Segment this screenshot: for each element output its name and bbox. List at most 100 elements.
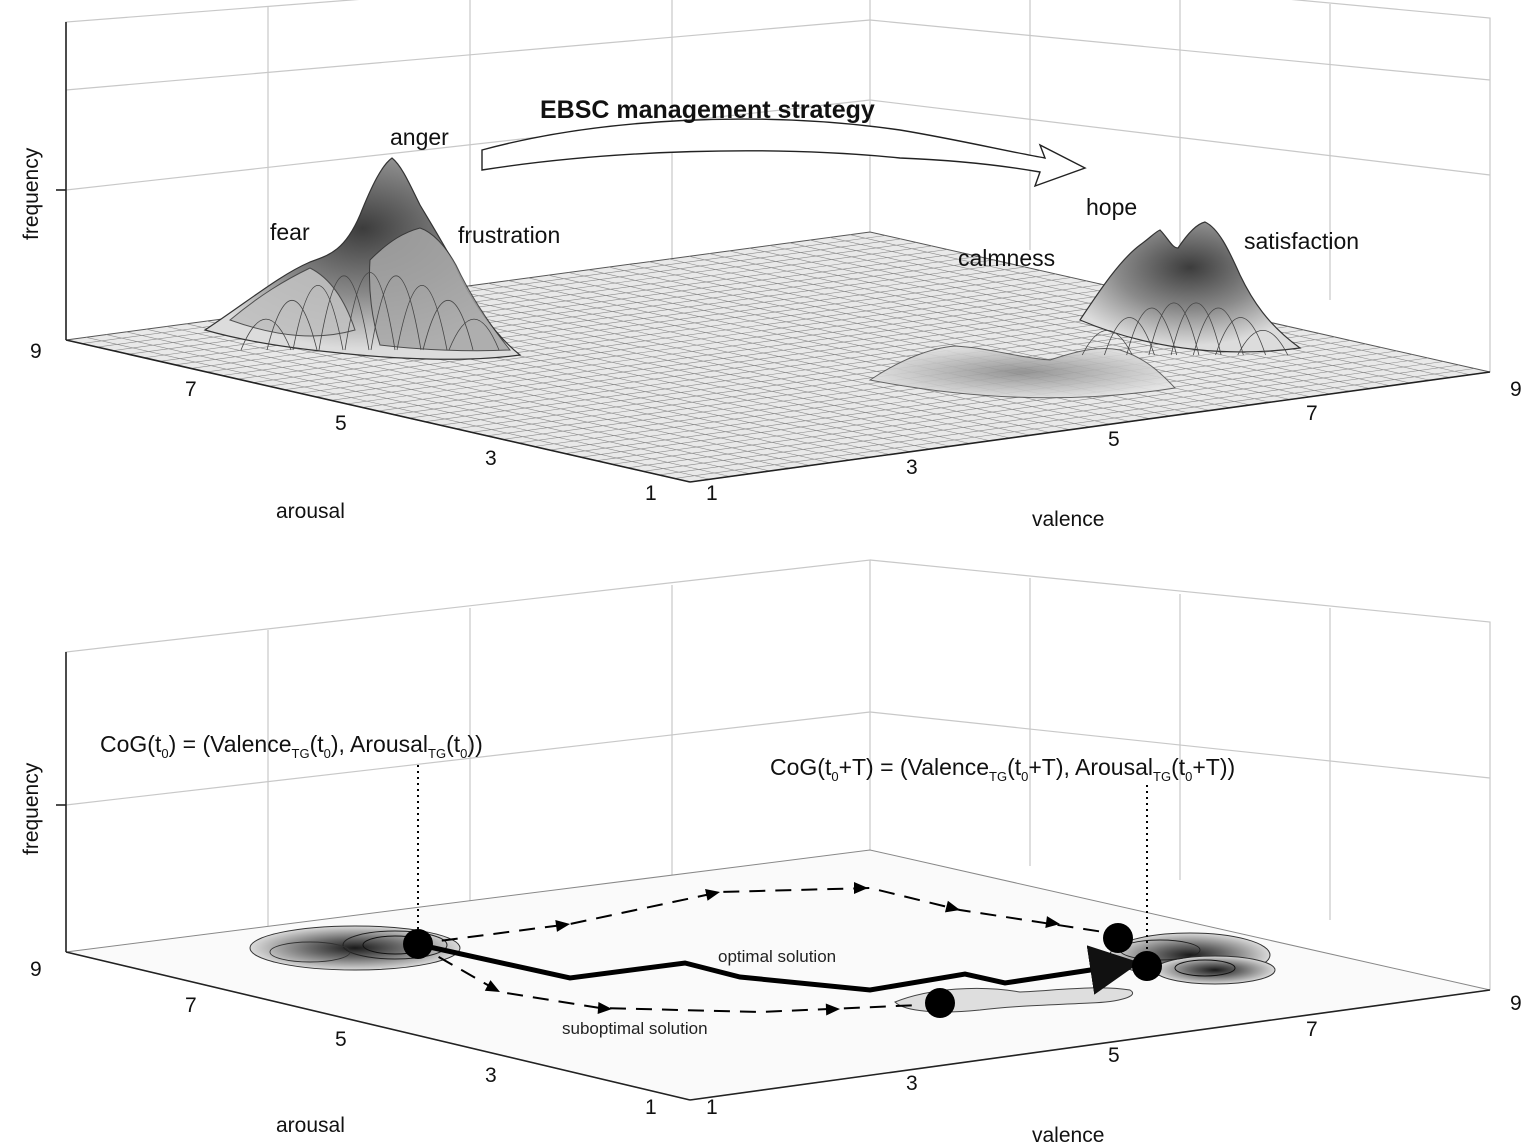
- cog-start-part: ), Arousal: [331, 731, 428, 757]
- peak-ridge: [1148, 302, 1200, 356]
- peak-ridge: [422, 300, 474, 351]
- mesh-line: [689, 256, 1311, 398]
- emotion-calmness: calmness: [958, 245, 1055, 271]
- bottom-valence-label: valence: [1032, 1124, 1104, 1147]
- top-grid-box: [65, 0, 1491, 372]
- peak-ridge: [396, 284, 448, 351]
- bottom-axes: [56, 652, 1491, 1101]
- cog-start-point: [403, 929, 433, 959]
- bottom-arousal-ticks: 9 7 5 3 1: [30, 958, 657, 1119]
- top-strategy-arrow: [481, 118, 1087, 188]
- bottom-plane: [65, 849, 1491, 1101]
- mesh-line: [409, 308, 1212, 419]
- optimal-solution-label: optimal solution: [718, 947, 836, 966]
- bottom-cog-points: [403, 923, 1162, 1018]
- mesh-line: [749, 247, 1371, 389]
- cog-start-formula: CoG(t0) = (ValenceTG(t0), ArousalTG(t0)): [100, 731, 483, 761]
- mesh-line: [643, 361, 1444, 472]
- bottom-valence-tick: 3: [906, 1072, 918, 1095]
- cog-start-sub: TG: [292, 746, 310, 761]
- top-frequency-label: frequency: [20, 147, 43, 240]
- top-arousal-tick: 3: [485, 447, 497, 470]
- cog-start-sub: 0: [324, 746, 331, 761]
- peak-ridge: [344, 272, 396, 351]
- mesh-line: [393, 305, 1196, 415]
- bottom-paths: [415, 882, 1140, 1016]
- cog-end-part: +T)): [1192, 754, 1235, 780]
- cog-start-part: )): [467, 731, 482, 757]
- suboptimal-path: [415, 943, 921, 1014]
- bottom-valence-tick: 5: [1108, 1044, 1120, 1067]
- cog-end-sub: 0: [831, 769, 838, 784]
- peak-ridge: [240, 318, 292, 351]
- peak-ridge: [1215, 317, 1266, 356]
- mesh-line: [580, 347, 1382, 458]
- mesh-line: [424, 312, 1227, 422]
- cog-end-part: (t: [1007, 754, 1022, 780]
- cog-start-sub: 0: [161, 746, 168, 761]
- cog-end-sub: 0: [1185, 769, 1192, 784]
- peak-ridge: [1170, 302, 1222, 356]
- top-valence-tick: 5: [1108, 428, 1120, 451]
- top-strategy-label: EBSC management strategy: [540, 96, 875, 124]
- mesh-line: [611, 354, 1413, 465]
- optimal-path: [415, 941, 1140, 995]
- cog-start-part: (t: [310, 731, 325, 757]
- peak-ridge: [448, 318, 500, 351]
- emotion-anger: anger: [390, 124, 449, 150]
- mesh-line: [709, 253, 1331, 395]
- cog-start-part: ) = (Valence: [169, 731, 292, 757]
- mesh-line: [668, 258, 1291, 400]
- cog-end-formula: CoG(t0+T) = (ValenceTG(t0+T), ArousalTG(…: [770, 754, 1235, 784]
- cog-start-sub: 0: [460, 746, 467, 761]
- top-arousal-ticks: 9 7 5 3 1: [30, 340, 657, 505]
- mesh-line: [533, 336, 1336, 447]
- cog-suboptimal-point: [925, 988, 955, 1018]
- cog-end-part: +T), Arousal: [1028, 754, 1153, 780]
- top-arousal-tick: 1: [645, 482, 657, 505]
- top-arousal-tick: 5: [335, 412, 347, 435]
- mesh-line: [508, 280, 1131, 422]
- top-valence-tick: 9: [1510, 378, 1522, 401]
- cog-start-part: CoG(t: [100, 731, 162, 757]
- bottom-arousal-tick: 1: [645, 1096, 657, 1119]
- top-arousal-label: arousal: [276, 500, 345, 523]
- cog-end-point: [1132, 951, 1162, 981]
- mesh-line: [440, 315, 1243, 426]
- peak-ridge: [292, 284, 344, 351]
- mesh-line: [596, 350, 1398, 461]
- bottom-arousal-tick: 3: [485, 1064, 497, 1087]
- peak-ridge: [318, 275, 370, 351]
- cog-end-part: CoG(t: [770, 754, 832, 780]
- peak-ridge: [266, 300, 318, 351]
- mesh-line: [674, 368, 1475, 479]
- cog-upper-point: [1103, 923, 1133, 953]
- mesh-line: [769, 245, 1391, 387]
- emotion-satisfaction: satisfaction: [1244, 228, 1359, 254]
- mesh-line: [488, 283, 1111, 425]
- bottom-arousal-tick: 9: [30, 958, 42, 981]
- upper-dashed-path: [415, 886, 1111, 945]
- mesh-line: [627, 357, 1429, 469]
- peak-ridge: [1081, 329, 1133, 356]
- peak-ridge: [1237, 329, 1289, 356]
- mesh-line: [565, 343, 1367, 454]
- cog-end-part: +T) = (Valence: [839, 754, 989, 780]
- peak-ridge: [370, 275, 422, 351]
- top-valence-tick: 3: [906, 456, 918, 479]
- suboptimal-solution-label: suboptimal solution: [562, 1019, 708, 1038]
- cog-start-sub: TG: [428, 746, 446, 761]
- mesh-line: [455, 319, 1258, 430]
- top-right-peaks: [868, 221, 1302, 399]
- bottom-valence-tick: 9: [1510, 992, 1522, 1015]
- bottom-arousal-tick: 5: [335, 1028, 347, 1051]
- cog-end-sub: TG: [1153, 769, 1171, 784]
- mesh-line: [729, 250, 1351, 392]
- mesh-line: [549, 340, 1351, 451]
- bottom-panel: 9 7 5 3 1 1 3 5 7 9 arousal valence freq…: [20, 559, 1522, 1147]
- bottom-valence-tick: 7: [1306, 1018, 1318, 1041]
- top-valence-label: valence: [1032, 508, 1104, 531]
- top-valence-tick: 7: [1306, 402, 1318, 425]
- peak-ridge: [1104, 317, 1155, 356]
